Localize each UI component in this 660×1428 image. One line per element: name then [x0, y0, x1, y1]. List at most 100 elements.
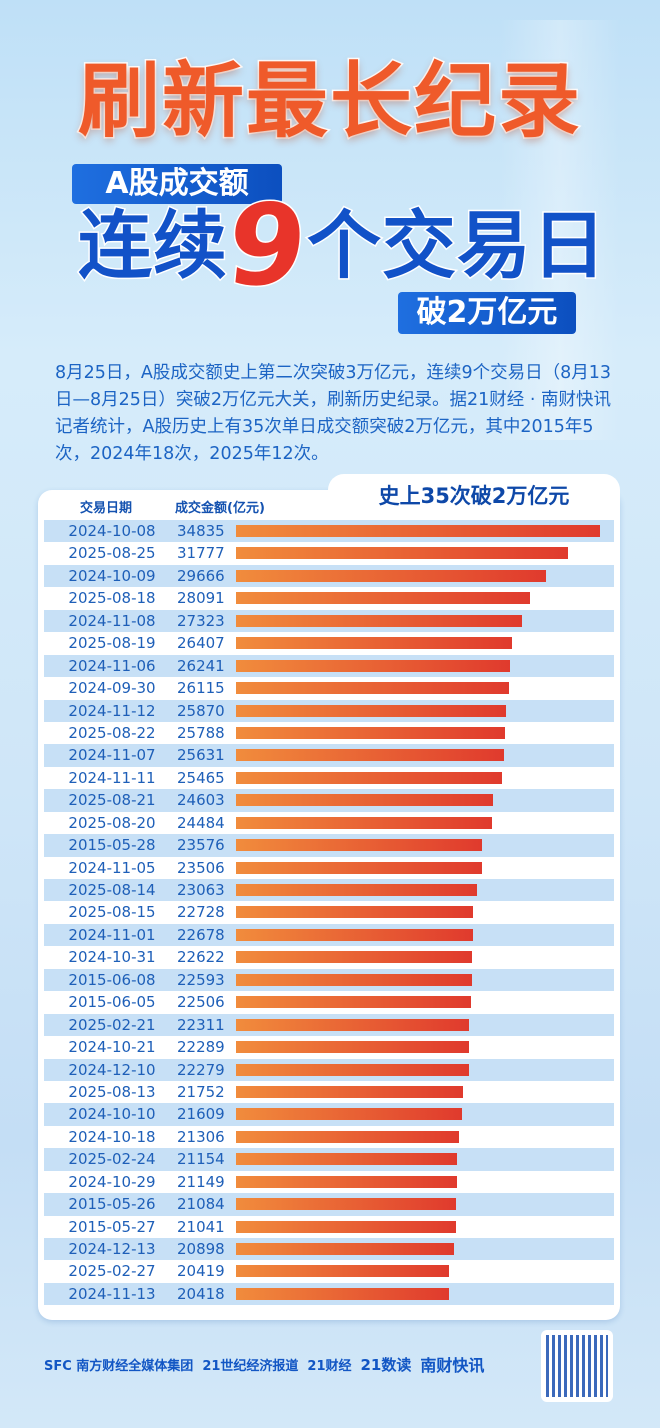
col-header-amount: 成交金额(亿元): [175, 501, 265, 516]
bar: [236, 973, 473, 986]
table-row: 2025-08-25 31777: [44, 542, 614, 564]
table-row: 2025-02-27 20419: [44, 1260, 614, 1282]
row-value: 25788: [177, 723, 225, 742]
row-value: 27323: [177, 611, 225, 630]
row-value: 24484: [177, 813, 225, 832]
row-date: 2024-09-30: [68, 679, 156, 698]
bar: [236, 1041, 469, 1054]
row-date: 2025-08-13: [68, 1082, 156, 1101]
row-date: 2024-10-10: [68, 1105, 156, 1124]
background-decoration: [500, 20, 620, 440]
row-date: 2025-08-14: [68, 881, 156, 899]
row-date: 2015-06-05: [68, 993, 156, 1012]
row-date: 2025-08-15: [68, 903, 156, 922]
row-value: 23063: [177, 881, 225, 899]
headline: 刷新最长纪录: [76, 53, 582, 151]
headline-post: 个交易日: [305, 203, 607, 289]
row-value: 25465: [177, 768, 225, 787]
intro-paragraph: 8月25日，A股成交额史上第二次突破3万亿元，连续9个交易日（8月13日—8月2…: [55, 363, 612, 464]
table-row: 2024-11-07 25631: [44, 744, 614, 767]
bar: [236, 704, 507, 717]
subtitle-banner: A股成交额: [72, 164, 282, 204]
row-date: 2024-10-21: [68, 1038, 156, 1057]
row-value: 26241: [177, 656, 225, 675]
table-row: 2024-10-31 22622: [44, 946, 614, 968]
headline-pre: 连续: [77, 203, 229, 289]
table-row: 2024-11-08 27323: [44, 609, 614, 633]
row-value: 22728: [177, 903, 225, 922]
bar: [236, 1130, 459, 1143]
row-value: 21084: [177, 1195, 225, 1214]
row-date: 2015-05-27: [68, 1217, 156, 1236]
table-row: 2024-11-01 22678: [44, 923, 614, 947]
row-value: 23576: [177, 836, 225, 855]
row-date: 2025-08-19: [68, 634, 156, 653]
bar: [236, 569, 546, 582]
bar: [236, 928, 473, 941]
bar: [236, 1085, 464, 1098]
bar: [236, 1243, 455, 1255]
bar: [236, 1175, 457, 1188]
row-date: 2024-11-01: [68, 925, 156, 944]
row-value: 25870: [177, 701, 225, 720]
bar: [236, 592, 530, 605]
row-date: 2024-10-18: [68, 1127, 156, 1146]
table-row: 2024-10-09 29666: [44, 564, 614, 588]
bar: [236, 1018, 470, 1031]
row-value: 21149: [177, 1172, 225, 1191]
chart-title: 史上35次破2万亿元: [328, 474, 620, 518]
bar: [236, 1063, 469, 1076]
row-date: 2025-02-27: [68, 1262, 156, 1281]
row-date: 2025-08-18: [68, 589, 156, 608]
bar: [236, 906, 474, 919]
row-date: 2024-11-05: [68, 858, 156, 877]
table-row: 2015-06-05 22506: [44, 991, 614, 1013]
bar: [236, 861, 482, 874]
row-value: 22289: [177, 1038, 225, 1057]
bar: [236, 1198, 457, 1211]
row-value: 21306: [177, 1127, 225, 1146]
table-row: 2024-10-08 34835: [44, 520, 614, 543]
table-row: 2024-11-06 26241: [44, 654, 614, 678]
row-value: 21154: [177, 1150, 225, 1169]
bar: [236, 794, 494, 807]
table-row: 2025-02-24 21154: [44, 1148, 614, 1171]
table-row: 2015-05-26 21084: [44, 1193, 614, 1216]
row-value: 29666: [177, 566, 225, 585]
row-date: 2024-10-29: [68, 1172, 156, 1191]
bar: [236, 614, 522, 627]
row-value: 28091: [177, 589, 225, 608]
row-date: 2024-11-12: [68, 701, 156, 720]
row-value: 26407: [177, 634, 225, 653]
bar: [236, 726, 506, 739]
row-value: 21752: [177, 1082, 225, 1101]
bar: [236, 1220, 456, 1233]
row-value: 26115: [177, 679, 225, 698]
qr-code: [541, 1330, 613, 1402]
row-value: 20418: [177, 1284, 225, 1303]
row-value: 34835: [177, 522, 225, 540]
row-date: 2024-10-31: [68, 948, 156, 967]
row-date: 2024-11-06: [68, 656, 156, 675]
bar: [236, 749, 504, 762]
table-row: 2015-05-28 23576: [44, 834, 614, 857]
bar: [236, 1108, 462, 1121]
row-value: 22678: [177, 925, 225, 944]
row-date: 2024-10-08: [68, 522, 156, 540]
table-row: 2025-08-18 28091: [44, 587, 614, 609]
table-row: 2024-10-18 21306: [44, 1126, 614, 1148]
bar: [236, 1265, 450, 1278]
chart-rows: 2024-10-08 34835 2025-08-25 31777 2024-10-09…: [44, 520, 614, 1306]
row-value: 22311: [177, 1015, 225, 1034]
bar: [236, 996, 472, 1009]
row-date: 2025-08-25: [68, 544, 156, 563]
table-row: 2025-08-15 22728: [44, 901, 614, 923]
table-row: 2024-12-10 22279: [44, 1058, 614, 1081]
row-value: 24603: [177, 791, 225, 810]
col-header-date: 交易日期: [80, 501, 133, 516]
bar: [236, 682, 509, 695]
row-value: 23506: [177, 858, 225, 877]
table-row: 2025-02-21 22311: [44, 1013, 614, 1037]
table-row: 2025-08-13 21752: [44, 1081, 614, 1103]
row-date: 2024-12-13: [68, 1240, 156, 1258]
